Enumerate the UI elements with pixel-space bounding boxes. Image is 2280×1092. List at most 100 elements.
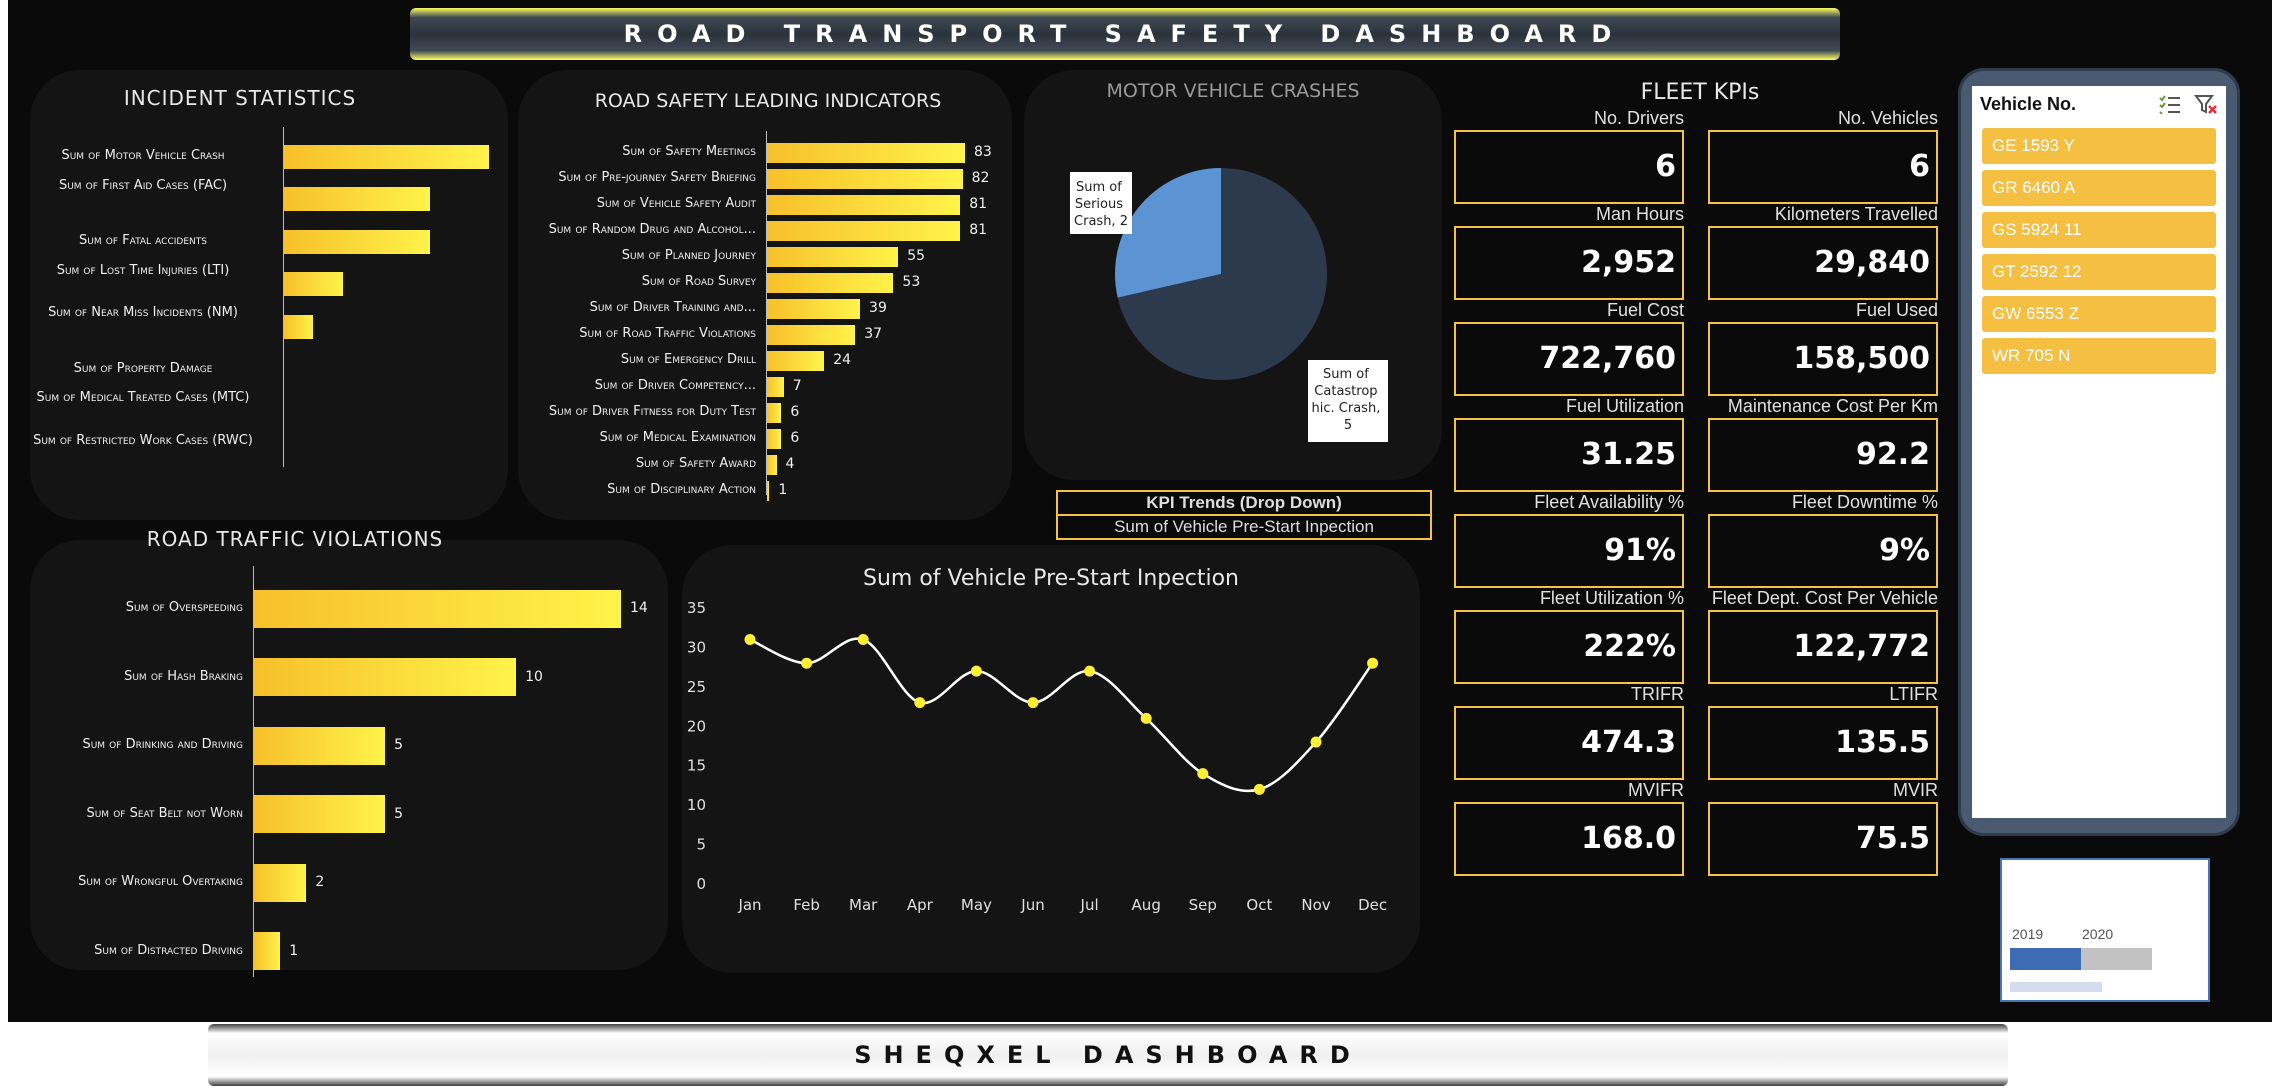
leading-category-label: Sum of Emergency Drill (620, 352, 756, 367)
kpi-label: Fuel Cost (1606, 300, 1684, 320)
leading-bar (767, 168, 963, 189)
y-tick-label: 30 (687, 638, 706, 656)
crashes-title: MOTOR VEHICLE CRASHES (1106, 80, 1360, 102)
kpi-value: 722,760 (1454, 322, 1684, 396)
leading-bar (767, 428, 782, 449)
kpi-label: Fuel Used (1855, 300, 1938, 320)
kpi-label: Maintenance Cost Per Km (1727, 396, 1938, 416)
leading-category-label: Sum of Driver Competency... (594, 378, 756, 393)
violation-value-label: 10 (525, 668, 543, 685)
kpi-trend-dropdown[interactable]: KPI Trends (Drop Down) Sum of Vehicle Pr… (1056, 490, 1432, 540)
incident-bar (284, 272, 343, 296)
slicer-item[interactable]: GR 6460 A (1982, 170, 2216, 206)
leading-category-label: Sum of Road Traffic Violations (579, 326, 756, 341)
y-tick-label: 5 (696, 836, 706, 854)
y-tick-label: 35 (687, 599, 706, 617)
leading-value-label: 4 (785, 456, 795, 472)
pie-label-catastrophic-box (1308, 360, 1388, 442)
leading-bar (767, 480, 770, 501)
year-timeline[interactable]: 2019 2020 (2000, 858, 2210, 1002)
pie-label-serious: Sum of Serious Crash, 2 (1074, 180, 1128, 229)
pie-slice-catastrophic (1117, 168, 1327, 381)
x-tick-label: Dec (1358, 896, 1387, 914)
leading-category-label: Sum of Driver Training and... (589, 300, 756, 315)
leading-category-label: Sum of Safety Meetings (622, 144, 756, 159)
timeline-track[interactable] (2010, 948, 2152, 970)
incident-category-label: Sum of Lost Time Injuries (LTI) (56, 262, 230, 278)
y-tick-label: 10 (687, 796, 706, 814)
leading-category-label: Sum of Planned Journey (621, 248, 756, 263)
kpi-value: 474.3 (1454, 706, 1684, 780)
series-point (1140, 712, 1152, 724)
leading-bar (767, 350, 825, 371)
violation-bar (254, 863, 307, 902)
slicer-item[interactable]: GT 2592 12 (1982, 254, 2216, 290)
vehicle-slicer-title: Vehicle No. (1980, 94, 2077, 114)
x-tick-label: Sep (1189, 896, 1217, 914)
leading-value-label: 1 (778, 482, 788, 498)
leading-value-label: 6 (790, 404, 800, 420)
violations-title: ROAD TRAFFIC VIOLATIONS (146, 527, 444, 551)
series-line (749, 637, 1374, 793)
incident-statistics-title: INCIDENT STATISTICS (123, 86, 357, 110)
x-tick-label: Apr (907, 896, 934, 914)
violation-category-label: Sum of Drinking and Driving (82, 737, 243, 752)
kpi-label: MVIFR (1628, 780, 1684, 800)
kpi-label: TRIFR (1631, 684, 1684, 704)
kpi-value: 29,840 (1708, 226, 1938, 300)
line-chart-panel (682, 545, 1420, 973)
leading-value-label: 37 (864, 326, 883, 342)
footer-banner: SHEQXEL DASHBOARD (208, 1024, 2008, 1086)
kpi-value: 31.25 (1454, 418, 1684, 492)
timeline-year-2019[interactable]: 2019 (2012, 926, 2044, 942)
incident-bar (284, 187, 431, 211)
leading-bar (767, 142, 965, 163)
series-point (1197, 768, 1209, 780)
violation-value-label: 2 (315, 874, 325, 890)
leading-category-label: Sum of Driver Fitness for Duty Test (548, 404, 756, 419)
kpi-label: Fuel Utilization (1565, 396, 1684, 416)
multi-select-icon[interactable] (2158, 94, 2182, 115)
timeline-year-2020[interactable]: 2020 (2082, 926, 2114, 942)
leading-bar (767, 376, 784, 397)
vehicle-slicer: Vehicle No. GE 1593 Y GR 6460 A GS 5924 11… (1958, 68, 2240, 836)
kpi-value: 168.0 (1454, 802, 1684, 876)
slicer-item[interactable]: GS 5924 11 (1982, 212, 2216, 248)
x-tick-label: Aug (1132, 896, 1161, 914)
violation-axis (253, 565, 254, 977)
x-tick-label: Jul (1080, 896, 1099, 914)
leading-category-label: Sum of Disciplinary Action (607, 482, 756, 497)
x-tick-label: Feb (793, 896, 820, 914)
violation-value-label: 5 (394, 805, 403, 822)
leading-category-label: Sum of Vehicle Safety Audit (596, 196, 756, 211)
incident-category-label: Sum of Property Damage (73, 360, 213, 376)
kpi-label: Fleet Downtime % (1791, 492, 1938, 512)
incident-statistics-panel (30, 70, 508, 520)
violation-category-label: Sum of Hash Braking (124, 668, 243, 684)
dashboard-title-banner: ROAD TRANSPORT SAFETY DASHBOARD (410, 8, 1840, 60)
slicer-item[interactable]: WR 705 N (1982, 338, 2216, 374)
leading-value-label: 6 (790, 430, 800, 446)
leading-category-label: Sum of Random Drug and Alcohol... (548, 222, 756, 237)
x-tick-label: Jun (1020, 896, 1044, 914)
incident-category-label: Sum of Restricted Work Cases (RWC) (33, 432, 253, 448)
incident-category-label: Sum of Fatal accidents (79, 233, 207, 248)
kpi-trend-header: KPI Trends (Drop Down) (1058, 492, 1430, 516)
x-tick-label: Jan (737, 896, 761, 914)
violation-category-label: Sum of Seat Belt not Worn (86, 805, 243, 821)
slicer-item[interactable]: GW 6553 Z (1982, 296, 2216, 332)
incident-axis (283, 126, 284, 467)
x-tick-label: May (961, 896, 992, 914)
violation-bar (254, 589, 621, 628)
timeline-scrollbar[interactable] (2010, 982, 2102, 992)
kpi-label: Man Hours (1595, 204, 1684, 224)
violation-value-label: 14 (630, 600, 648, 616)
slicer-item[interactable]: GE 1593 Y (1982, 128, 2216, 164)
clear-filter-icon[interactable] (2194, 94, 2218, 114)
violation-category-label: Sum of Overspeeding (125, 600, 243, 615)
violation-bar (254, 726, 386, 765)
kpi-label: Kilometers Travelled (1774, 204, 1938, 224)
y-tick-label: 25 (687, 678, 706, 696)
timeline-selected-range[interactable] (2010, 948, 2081, 970)
pie-label-serious-box (1070, 172, 1132, 234)
